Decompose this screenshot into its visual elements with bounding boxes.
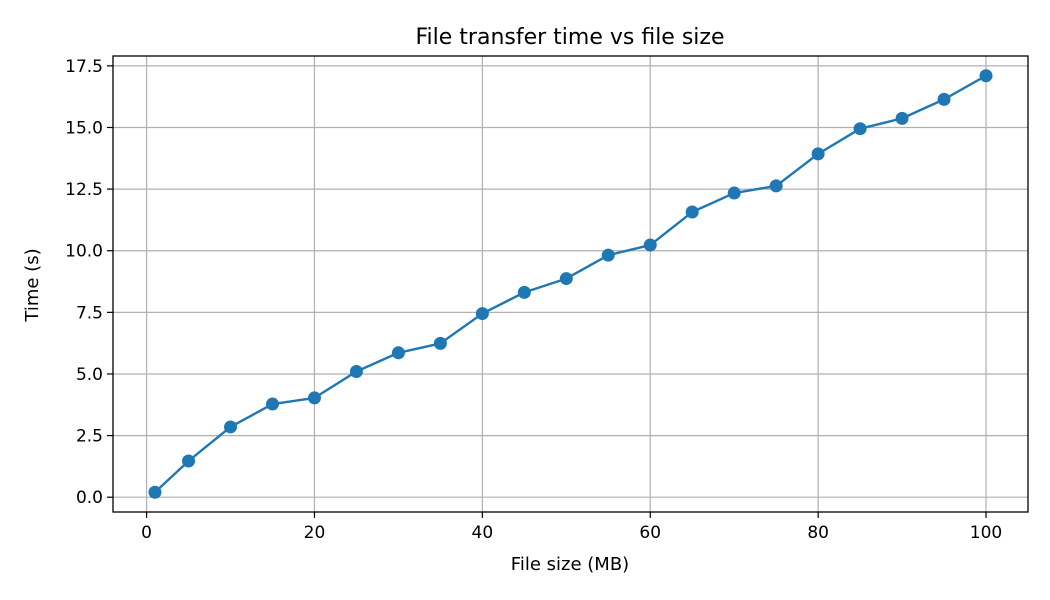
series-layer xyxy=(148,69,993,499)
x-tick-label: 20 xyxy=(304,523,326,543)
data-point xyxy=(224,420,238,434)
data-point xyxy=(769,179,783,193)
data-point xyxy=(182,454,196,468)
chart-title: File transfer time vs file size xyxy=(415,25,724,50)
y-tick-label: 17.5 xyxy=(65,57,103,77)
y-tick-label: 10.0 xyxy=(65,242,103,262)
data-point xyxy=(895,111,909,125)
data-point xyxy=(433,336,447,350)
y-tick-label: 5.0 xyxy=(76,365,103,385)
data-point xyxy=(685,205,699,219)
data-point xyxy=(349,365,363,379)
data-point xyxy=(559,272,573,286)
data-point xyxy=(307,391,321,405)
plot-frame xyxy=(112,55,1029,513)
x-tick-label: 40 xyxy=(472,523,494,543)
data-point xyxy=(643,238,657,252)
y-tick-label: 0.0 xyxy=(76,488,103,508)
y-axis-label: Time (s) xyxy=(22,248,43,322)
y-tick-label: 12.5 xyxy=(65,180,103,200)
x-axis-label: File size (MB) xyxy=(511,554,629,575)
x-tick-label: 80 xyxy=(807,523,829,543)
data-point xyxy=(811,147,825,161)
data-point xyxy=(391,346,405,360)
y-tick-label: 2.5 xyxy=(76,427,103,447)
y-tick-label: 7.5 xyxy=(76,303,103,323)
y-tick-label: 15.0 xyxy=(65,118,103,138)
data-point xyxy=(517,285,531,299)
data-point xyxy=(937,92,951,106)
data-point xyxy=(265,397,279,411)
grid-lines xyxy=(113,56,1028,512)
x-tick-label: 0 xyxy=(141,523,152,543)
data-point xyxy=(979,69,993,83)
data-point xyxy=(475,307,489,321)
series-line xyxy=(154,74,987,494)
data-point xyxy=(148,485,162,499)
axis-ticks: 0 20 40 60 80 100 0.0 2.5 5.0 7.5 10.0 12.5 15.0 17.5 xyxy=(65,57,1002,543)
data-point xyxy=(853,122,867,136)
data-point xyxy=(727,186,741,200)
x-tick-label: 100 xyxy=(970,523,1002,543)
data-point xyxy=(601,248,615,262)
x-tick-label: 60 xyxy=(639,523,661,543)
